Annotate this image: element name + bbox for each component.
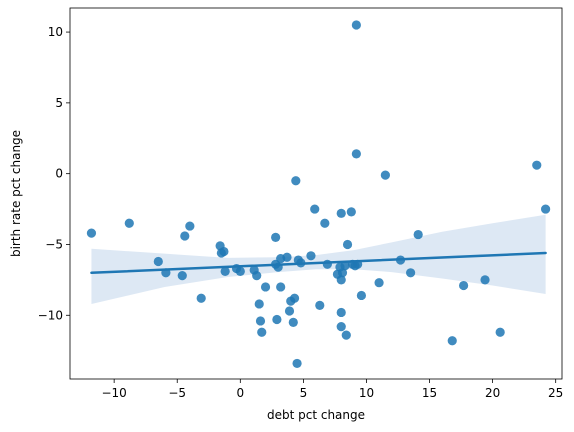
data-point	[340, 261, 350, 271]
data-point	[255, 316, 266, 326]
data-point	[288, 317, 298, 327]
x-tick-label: 5	[300, 386, 308, 400]
data-point	[336, 208, 346, 218]
data-point	[459, 280, 469, 291]
data-point	[271, 232, 281, 242]
data-point	[336, 307, 346, 318]
data-point	[406, 268, 416, 278]
data-point	[480, 275, 490, 285]
data-point	[336, 322, 346, 332]
data-point	[351, 20, 361, 30]
plot-frame	[69, 7, 563, 380]
confidence-band	[91, 214, 546, 304]
data-point	[86, 228, 97, 238]
data-point	[310, 204, 320, 214]
data-point	[413, 229, 423, 240]
y-tick-label: −5	[45, 237, 63, 251]
x-tick-label: 10	[359, 386, 374, 400]
data-point	[351, 149, 361, 159]
data-point	[177, 271, 187, 281]
data-point	[282, 252, 292, 262]
x-tick-label: −10	[101, 386, 126, 400]
data-point	[320, 218, 330, 228]
data-point	[532, 160, 542, 170]
data-point	[153, 256, 163, 267]
confidence-band-layer	[91, 214, 546, 304]
data-point	[220, 266, 230, 276]
data-point	[322, 259, 332, 269]
data-point	[260, 282, 271, 292]
data-point	[342, 239, 353, 250]
x-axis-label: debt pct change	[267, 408, 365, 422]
data-point	[276, 282, 286, 292]
y-tick-label: 5	[55, 96, 63, 110]
x-tick-label: 20	[485, 386, 500, 400]
x-tick-label: 0	[236, 386, 244, 400]
data-point	[291, 176, 301, 186]
data-point	[346, 207, 356, 217]
data-point	[292, 358, 302, 369]
x-tick-label: −5	[168, 386, 186, 400]
data-point	[337, 268, 348, 278]
data-point	[380, 170, 390, 180]
data-point	[336, 275, 346, 285]
regression-line-layer	[90, 251, 547, 275]
y-tick-label: 10	[48, 25, 63, 39]
data-point	[284, 306, 295, 316]
data-point	[252, 271, 262, 281]
y-tick-label: 0	[55, 167, 63, 181]
data-point	[254, 299, 264, 309]
plot-background	[70, 8, 562, 379]
y-axis-ticks: −10 −5 0 5 10	[38, 25, 70, 322]
data-point	[289, 293, 300, 303]
x-axis-ticks: −10 −5 0 5 10 15 20 25	[101, 379, 563, 400]
data-point	[341, 330, 351, 340]
data-point	[257, 327, 267, 337]
data-point	[356, 290, 367, 301]
data-point	[272, 314, 282, 325]
data-point	[495, 327, 505, 337]
data-point	[235, 266, 245, 276]
y-axis-label: birth rate pct change	[9, 130, 23, 257]
data-point	[185, 221, 195, 231]
x-tick-label: 15	[422, 386, 437, 400]
data-point	[315, 300, 325, 310]
x-tick-label: 25	[548, 386, 563, 400]
regression-line	[90, 251, 547, 275]
data-point	[219, 246, 229, 257]
y-tick-label: −10	[38, 308, 63, 322]
data-point	[124, 218, 134, 228]
data-point	[306, 251, 316, 261]
data-point	[180, 231, 190, 241]
data-point	[447, 336, 457, 346]
data-point	[374, 278, 384, 288]
points-layer	[86, 20, 551, 369]
data-point	[196, 293, 206, 303]
data-point	[541, 204, 551, 214]
